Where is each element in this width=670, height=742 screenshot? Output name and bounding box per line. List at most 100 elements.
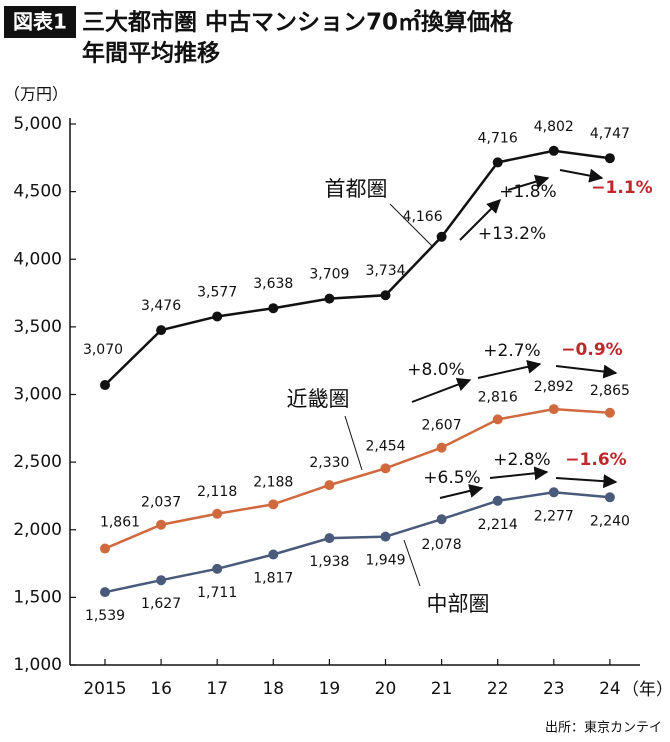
data-point xyxy=(548,487,559,498)
y-tick-label: 1,000 xyxy=(13,655,62,675)
change-label: +2.8% xyxy=(493,450,550,470)
data-point xyxy=(492,495,503,506)
data-point xyxy=(604,492,615,503)
value-label: 4,802 xyxy=(534,119,574,135)
change-arrow xyxy=(439,484,484,499)
x-tick-label: 18 xyxy=(262,679,284,699)
value-label: 4,747 xyxy=(590,126,630,142)
data-point xyxy=(324,293,335,304)
change-label: −1.1% xyxy=(591,178,652,198)
change-label: +1.8% xyxy=(499,182,556,202)
data-point xyxy=(436,231,447,242)
value-label: 1,817 xyxy=(253,571,293,587)
leader-line xyxy=(344,415,363,471)
value-label: 2,865 xyxy=(590,383,630,399)
change-label: −1.6% xyxy=(565,450,626,470)
change-label: +13.2% xyxy=(478,224,546,244)
data-point xyxy=(100,587,110,598)
x-tick-label: 2015 xyxy=(83,679,126,699)
data-point xyxy=(100,380,110,391)
data-point xyxy=(100,543,110,554)
value-label: 3,638 xyxy=(253,276,293,292)
data-point xyxy=(156,575,167,586)
value-label: 2,330 xyxy=(309,455,349,471)
change-arrow xyxy=(507,174,550,191)
change-arrow xyxy=(489,466,549,481)
value-label: 2,188 xyxy=(253,474,293,490)
value-label: 2,454 xyxy=(365,438,405,454)
data-point xyxy=(604,407,615,418)
y-tick-label: 5,000 xyxy=(13,114,62,134)
data-point xyxy=(380,463,391,474)
series-name: 近畿圏 xyxy=(287,387,350,411)
change-label: +6.5% xyxy=(423,468,480,488)
value-label: 2,277 xyxy=(534,508,574,524)
data-point xyxy=(436,442,447,453)
x-tick-label: 16 xyxy=(150,679,172,699)
value-label: 2,118 xyxy=(197,484,237,500)
x-tick-label: 19 xyxy=(319,679,341,699)
data-point xyxy=(548,404,559,415)
y-tick-label: 2,500 xyxy=(13,452,62,472)
data-point xyxy=(492,414,503,425)
data-point xyxy=(492,157,503,168)
x-tick-label: 24 xyxy=(599,679,621,699)
data-point xyxy=(156,519,167,530)
leader-line xyxy=(389,203,433,247)
x-tick-label: 23 xyxy=(543,679,565,699)
y-tick-label: 3,500 xyxy=(13,317,62,337)
value-label: 3,577 xyxy=(197,284,237,300)
value-label: 4,166 xyxy=(403,209,443,225)
badge-box xyxy=(4,6,76,38)
y-unit: （万円） xyxy=(4,85,68,104)
data-point xyxy=(212,563,223,574)
data-point xyxy=(548,145,559,156)
data-point xyxy=(380,290,391,301)
series-line xyxy=(104,491,611,594)
data-point xyxy=(268,303,279,314)
data-point xyxy=(436,514,447,525)
value-label: 1,627 xyxy=(141,596,181,612)
value-label: 3,070 xyxy=(83,342,123,358)
value-label: 2,240 xyxy=(590,513,630,529)
value-label: 2,214 xyxy=(478,517,518,533)
value-label: 3,476 xyxy=(141,298,181,314)
data-point xyxy=(156,325,167,336)
value-label: 1,539 xyxy=(85,608,125,624)
change-arrow xyxy=(555,364,618,379)
y-tick-label: 4,000 xyxy=(13,249,62,269)
change-arrow xyxy=(477,359,542,379)
value-label: 2,607 xyxy=(422,418,462,434)
change-arrow xyxy=(459,199,501,241)
value-label: 3,734 xyxy=(365,263,405,279)
y-tick-label: 3,000 xyxy=(13,385,62,405)
x-tick-label: 22 xyxy=(487,679,509,699)
x-tick-label: 20 xyxy=(375,679,397,699)
change-arrow xyxy=(555,474,618,489)
value-label: 1,949 xyxy=(365,553,405,569)
change-arrow xyxy=(559,168,604,183)
data-point xyxy=(268,499,279,510)
data-point xyxy=(268,549,279,560)
value-label: 2,892 xyxy=(534,379,574,395)
change-arrow xyxy=(411,377,472,403)
value-label: 2,078 xyxy=(422,537,462,553)
series-line xyxy=(104,149,611,386)
data-point xyxy=(212,508,223,519)
value-label: 4,716 xyxy=(478,130,518,146)
data-point xyxy=(212,311,223,322)
x-tick-label: 21 xyxy=(431,679,453,699)
chart-subtitle: 年間平均推移 xyxy=(82,40,220,67)
data-point xyxy=(324,480,335,491)
series-line xyxy=(104,407,610,550)
change-label: +2.7% xyxy=(483,341,540,361)
leader-line xyxy=(403,539,421,587)
data-point xyxy=(380,531,391,542)
value-label: 2,816 xyxy=(478,389,518,405)
series-name: 中部圏 xyxy=(427,592,490,616)
y-tick-label: 1,500 xyxy=(13,587,62,607)
data-point xyxy=(604,153,615,164)
data-point xyxy=(324,533,335,544)
chart-title: 三大都市圏 中古マンション70㎡換算価格 xyxy=(82,9,514,36)
